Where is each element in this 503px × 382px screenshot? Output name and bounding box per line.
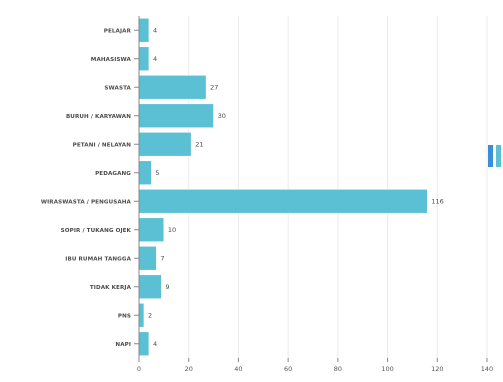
labels: 0 20 40 60 80 100 120 140 PELAJAR 4 MAHASISWA 4 SWAS… [41,27,493,373]
data-label: 30 [218,112,226,120]
data-label: 10 [168,226,176,234]
category-label: PNS [118,313,131,319]
side-mark-bar-2 [496,145,501,167]
category-label: PELAJAR [104,28,132,34]
bar [138,74,207,100]
category-label: BURUH / KARYAWAN [66,114,131,120]
category-label: NAPI [115,342,131,348]
data-label: 4 [153,340,157,348]
data-label: 9 [165,283,169,291]
bar [138,302,145,328]
bars [138,17,428,357]
category-label: IBU RUMAH TANGGA [65,256,131,262]
category-label: WIRASWASTA / PENGUSAHA [41,199,132,205]
category-label: TIDAK KERJA [90,285,132,291]
category-label: PEDAGANG [95,171,131,177]
category-label: PETANI / NELAYAN [73,142,132,148]
bar [138,331,150,357]
x-tick-label: 40 [234,365,242,373]
bar [138,131,192,157]
x-tick-label: 20 [185,365,193,373]
x-tick-label: 60 [284,365,292,373]
category-label: SOPIR / TUKANG OJEK [61,228,132,234]
data-label: 27 [210,84,218,92]
bar [138,245,157,271]
data-label: 4 [153,55,157,63]
category-label: SWASTA [104,85,131,91]
data-label: 2 [148,312,152,320]
x-tick-label: 0 [137,365,141,373]
side-mark-bar-1 [488,145,493,167]
bar [138,160,152,186]
data-label: 21 [195,141,203,149]
data-label: 4 [153,27,157,35]
data-label: 5 [155,169,159,177]
category-label: MAHASISWA [91,57,132,63]
bar [138,103,214,129]
bar [138,217,165,243]
bar [138,274,162,300]
axes [134,16,488,362]
grid-lines [188,16,488,358]
x-tick-label: 100 [381,365,393,373]
x-tick-label: 120 [431,365,443,373]
bar [138,46,150,72]
bar [138,188,428,214]
data-label: 7 [160,255,164,263]
x-tick-label: 80 [334,365,342,373]
cropped-icon [488,145,503,167]
bar [138,17,150,43]
x-tick-label: 140 [481,365,493,373]
data-label: 116 [431,198,443,206]
